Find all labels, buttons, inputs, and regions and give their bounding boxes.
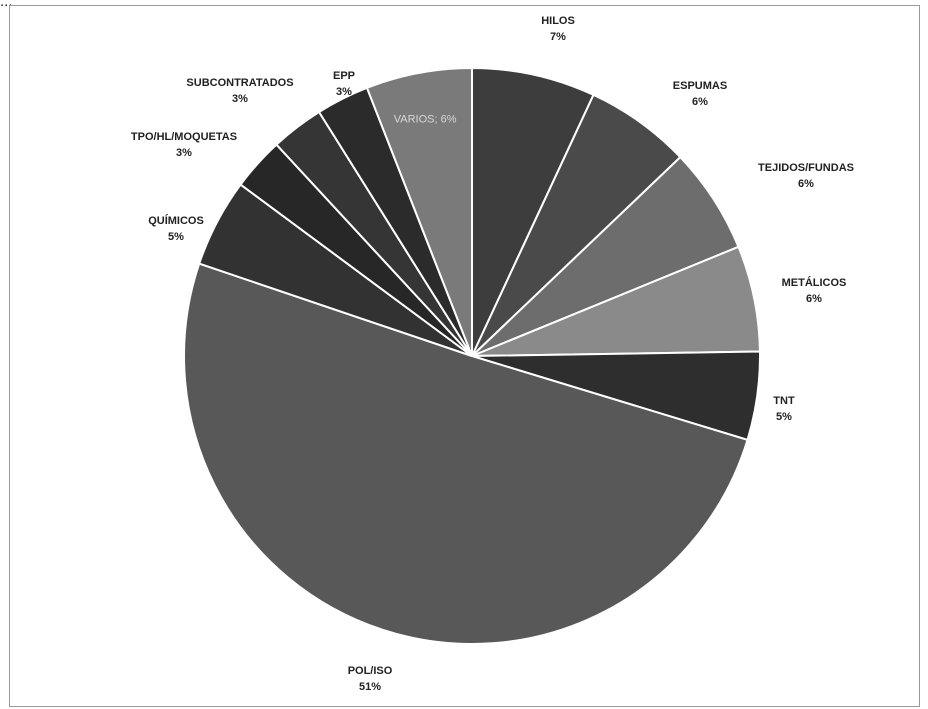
pie-chart: HILOS 7% ESPUMAS 6% TEJIDOS/FUNDAS 6% METÁLICO… — [131, 15, 854, 693]
pie-slice-pol-iso — [183, 262, 749, 645]
slice-label-tnt: TNT — [773, 395, 795, 407]
intro-text: ... — [0, 0, 13, 10]
slice-label-tpo-hl-moquetas: TPO/HL/MOQUETAS — [131, 131, 237, 143]
slice-percent-qu-micos: 5% — [168, 231, 184, 243]
slice-percent-pol-iso: 51% — [359, 681, 381, 693]
chart-area: HILOS 7% ESPUMAS 6% TEJIDOS/FUNDAS 6% METÁLICO… — [9, 5, 920, 707]
slice-label-varios: VARIOS; 6% — [394, 113, 457, 125]
slice-label-tejidos-fundas: TEJIDOS/FUNDAS — [758, 162, 854, 174]
slice-label-subcontratados: SUBCONTRATADOS — [186, 77, 293, 89]
slice-percent-tnt: 5% — [776, 411, 792, 423]
slice-label-hilos: HILOS — [541, 15, 575, 27]
slice-label-met-licos: METÁLICOS — [782, 276, 847, 289]
pie-slice-varios — [365, 66, 473, 357]
slice-percent-subcontratados: 3% — [232, 93, 248, 105]
slice-percent-epp: 3% — [336, 86, 352, 98]
slice-percent-hilos: 7% — [550, 31, 566, 43]
slice-label-pol-iso: POL/ISO — [348, 665, 393, 677]
slice-percent-espumas: 6% — [692, 96, 708, 108]
slice-percent-tpo-hl-moquetas: 3% — [176, 147, 192, 159]
slice-label-espumas: ESPUMAS — [673, 80, 727, 92]
slice-label-epp: EPP — [333, 70, 355, 82]
slice-percent-met-licos: 6% — [806, 293, 822, 305]
pie-slice-hilos — [471, 66, 595, 357]
slice-label-qu-micos: QUÍMICOS — [148, 214, 204, 227]
slice-percent-tejidos-fundas: 6% — [798, 178, 814, 190]
